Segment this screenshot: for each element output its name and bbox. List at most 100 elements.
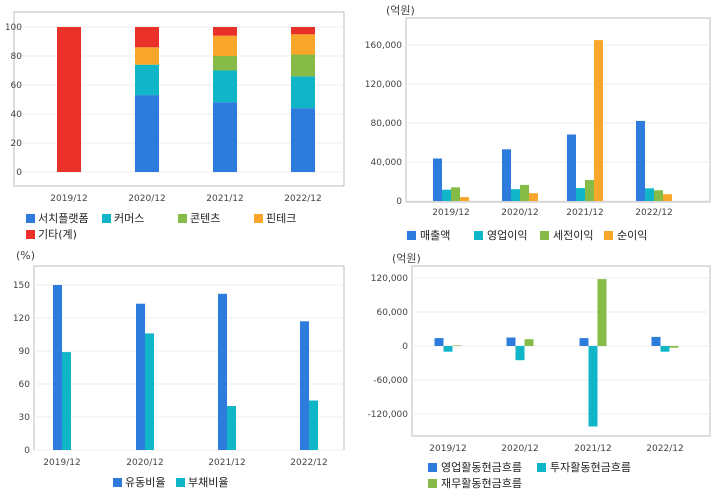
bar[interactable]	[506, 337, 516, 347]
y-tick-label: 30	[19, 413, 31, 423]
bar[interactable]	[660, 346, 670, 352]
bar[interactable]	[520, 184, 529, 201]
bar[interactable]	[136, 303, 145, 450]
revenue-mix-chart: 0 20 40 60 80 100 2019/12 2020/12 2021/1…	[5, 11, 345, 241]
legend-item[interactable]: 커머스	[102, 212, 144, 225]
bar[interactable]	[654, 190, 663, 201]
bar[interactable]	[451, 187, 460, 201]
legend-label: 재무활동현금흐름	[441, 476, 522, 490]
bar[interactable]	[597, 279, 607, 346]
bar[interactable]	[309, 400, 318, 451]
legend-swatch	[113, 478, 122, 487]
y-tick-label: 80	[11, 52, 23, 62]
y-tick-label: 120,000	[365, 80, 402, 90]
bar[interactable]	[291, 34, 315, 55]
bar[interactable]	[135, 95, 159, 172]
bar[interactable]	[135, 47, 159, 65]
bar[interactable]	[443, 346, 453, 352]
legend-label: 콘텐츠	[190, 212, 220, 225]
bar[interactable]	[524, 339, 534, 346]
legend-item[interactable]: 핀테크	[254, 212, 296, 225]
unit-label: (억원)	[392, 252, 421, 265]
legend-item[interactable]: 서치플랫폼	[26, 212, 89, 225]
bar[interactable]	[213, 70, 237, 103]
legend-item[interactable]: 순이익	[604, 229, 647, 242]
bar[interactable]	[145, 333, 154, 450]
bar[interactable]	[433, 158, 442, 202]
legend-label: 유동비율	[125, 476, 165, 489]
y-tick-label: 60,000	[377, 308, 409, 318]
legend-swatch	[428, 463, 437, 472]
legend-label: 세전이익	[553, 229, 593, 242]
bar[interactable]	[291, 27, 315, 35]
bar[interactable]	[576, 188, 585, 201]
x-tick-label: 2022/12	[646, 444, 683, 454]
legend-item[interactable]: 세전이익	[540, 229, 593, 242]
legend-swatch	[540, 231, 549, 240]
x-axis: 2019/12 2020/12 2021/12 2022/12	[429, 444, 683, 454]
bar[interactable]	[291, 108, 315, 172]
legend-item[interactable]: 콘텐츠	[178, 212, 220, 225]
bar[interactable]	[213, 35, 237, 56]
bar[interactable]	[579, 338, 589, 346]
bar[interactable]	[452, 345, 462, 346]
bar[interactable]	[585, 180, 594, 201]
bar[interactable]	[588, 346, 598, 427]
legend: 영업활동현금흐름 투자활동현금흐름 재무활동현금흐름	[428, 460, 631, 490]
legend-label: 매출액	[420, 229, 450, 242]
bar[interactable]	[300, 321, 309, 450]
x-axis: 2019/12 2020/12 2021/12 2022/12	[43, 458, 327, 468]
bar[interactable]	[529, 193, 538, 201]
x-tick-label: 2021/12	[566, 208, 603, 218]
x-tick-label: 2019/12	[43, 458, 80, 468]
legend-label: 영업이익	[487, 229, 527, 242]
legend-item[interactable]: 영업이익	[474, 229, 527, 242]
bar[interactable]	[57, 27, 81, 172]
legend-swatch	[407, 231, 416, 240]
legend-item[interactable]: 유동비율	[113, 476, 165, 489]
bar[interactable]	[511, 189, 520, 201]
legend-item[interactable]: 부채비율	[176, 476, 228, 489]
bar[interactable]	[645, 188, 654, 201]
bar[interactable]	[291, 54, 315, 77]
legend-item[interactable]: 기타(계)	[26, 228, 77, 241]
bar[interactable]	[442, 189, 451, 201]
bar[interactable]	[53, 285, 62, 450]
bar[interactable]	[651, 336, 661, 346]
y-tick-label: -60,000	[373, 376, 408, 386]
y-tick-label: 40,000	[371, 158, 403, 168]
bar[interactable]	[636, 120, 645, 201]
bar[interactable]	[594, 40, 603, 201]
bar[interactable]	[502, 149, 511, 201]
chart-frame	[33, 265, 345, 451]
grid	[34, 284, 344, 451]
bar[interactable]	[218, 293, 227, 450]
unit-label: (%)	[16, 249, 35, 262]
y-tick-label: 100	[5, 23, 22, 33]
cashflow-chart: (억원) -120,000 -60,000 0 60,000 120,000 2…	[368, 252, 711, 490]
bar[interactable]	[213, 27, 237, 36]
x-axis: 2019/12 2020/12 2021/12 2022/12	[50, 194, 321, 204]
bar[interactable]	[669, 346, 679, 348]
bar[interactable]	[213, 102, 237, 172]
y-tick-label: 0	[396, 197, 402, 207]
bar[interactable]	[135, 64, 159, 96]
legend-item[interactable]: 영업활동현금흐름	[428, 460, 522, 474]
legend-item[interactable]: 투자활동현금흐름	[537, 460, 631, 474]
bar[interactable]	[291, 76, 315, 109]
bar[interactable]	[213, 56, 237, 71]
legend-item[interactable]: 재무활동현금흐름	[428, 476, 522, 490]
bar[interactable]	[135, 27, 159, 48]
bar[interactable]	[663, 194, 672, 201]
x-tick-label: 2020/12	[501, 208, 538, 218]
bar[interactable]	[227, 406, 236, 450]
bar[interactable]	[515, 346, 525, 361]
bar[interactable]	[62, 352, 71, 450]
legend-item[interactable]: 매출액	[407, 229, 450, 242]
y-axis: 0 40,000 80,000 120,000 160,000	[365, 41, 402, 207]
bar[interactable]	[460, 197, 469, 201]
bar[interactable]	[434, 338, 444, 346]
chart-frame	[405, 17, 711, 203]
bar[interactable]	[567, 134, 576, 202]
x-tick-label: 2021/12	[574, 444, 611, 454]
